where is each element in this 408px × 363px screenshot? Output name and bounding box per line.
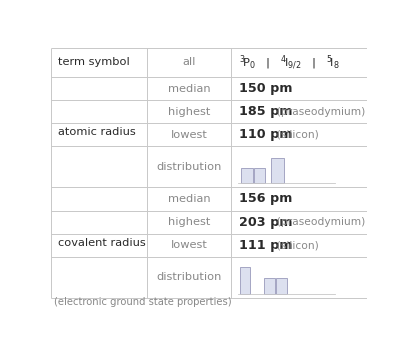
Text: (silicon): (silicon) <box>270 130 319 140</box>
Text: 150 pm: 150 pm <box>239 82 293 95</box>
Text: highest: highest <box>168 107 211 117</box>
Text: highest: highest <box>168 217 211 227</box>
Text: 110 pm: 110 pm <box>239 128 293 141</box>
Bar <box>254 167 265 183</box>
Text: median: median <box>168 194 211 204</box>
Text: (praseodymium): (praseodymium) <box>270 217 365 227</box>
Text: atomic radius: atomic radius <box>58 127 136 137</box>
Text: (electronic ground state properties): (electronic ground state properties) <box>53 297 231 307</box>
Text: 156 pm: 156 pm <box>239 192 293 205</box>
Bar <box>271 158 284 183</box>
Text: (praseodymium): (praseodymium) <box>270 107 365 117</box>
Text: distribution: distribution <box>157 162 222 172</box>
Text: lowest: lowest <box>171 130 208 140</box>
Text: lowest: lowest <box>171 240 208 250</box>
Text: median: median <box>168 83 211 94</box>
Text: (silicon): (silicon) <box>270 240 319 250</box>
Bar <box>276 278 288 294</box>
Text: $^3\!$P$_0$   |   $^4\!$I$_{9/2}$   |   $^5\!$I$_8$: $^3\!$P$_0$ | $^4\!$I$_{9/2}$ | $^5\!$I$… <box>239 53 340 72</box>
Bar <box>240 267 250 294</box>
Bar <box>242 167 253 183</box>
Text: covalent radius: covalent radius <box>58 238 146 248</box>
Text: 111 pm: 111 pm <box>239 239 293 252</box>
Text: distribution: distribution <box>157 272 222 282</box>
Text: all: all <box>183 57 196 68</box>
Text: term symbol: term symbol <box>58 57 130 68</box>
Text: 185 pm: 185 pm <box>239 105 293 118</box>
Text: 203 pm: 203 pm <box>239 216 293 229</box>
Bar <box>264 278 275 294</box>
